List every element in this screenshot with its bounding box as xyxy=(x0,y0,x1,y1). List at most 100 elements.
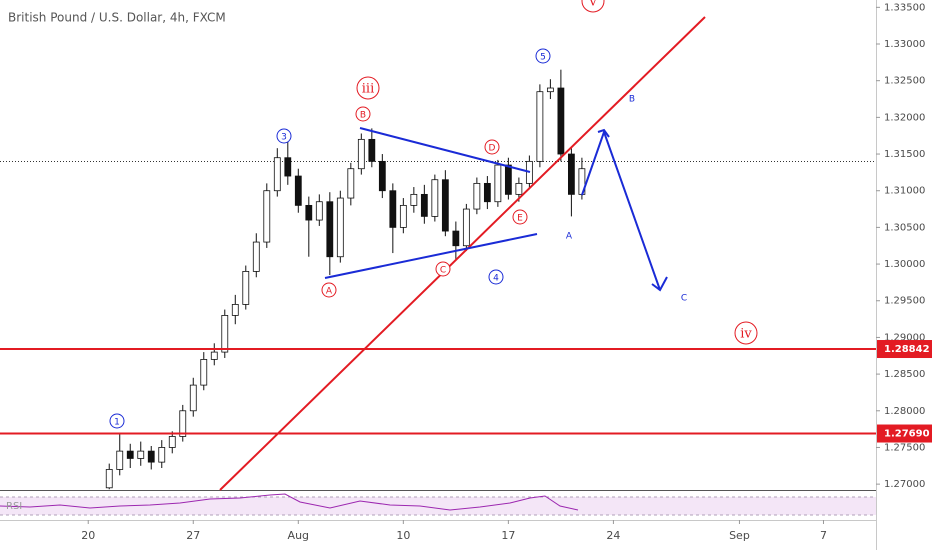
y-tick-label: 1.31000 xyxy=(884,186,925,197)
y-tick-label: 1.31500 xyxy=(884,149,925,160)
y-tick-label: 1.32500 xyxy=(884,76,925,87)
candle-body xyxy=(536,91,544,162)
wave-label: C xyxy=(681,294,687,304)
chart-title: British Pound / U.S. Dollar, 4h, FXCM xyxy=(8,11,226,25)
candle-body xyxy=(483,182,491,203)
candle-body xyxy=(357,138,365,170)
wave-circle xyxy=(355,106,371,122)
x-tick-label: 27 xyxy=(186,529,200,542)
candle-body xyxy=(252,241,260,272)
y-tick-label: 1.32000 xyxy=(884,112,925,123)
candle-body xyxy=(231,304,239,316)
candle-body xyxy=(263,190,271,243)
candle-body xyxy=(105,469,113,489)
level-tag xyxy=(877,424,932,443)
y-tick-label: 1.29000 xyxy=(884,332,925,343)
projection xyxy=(581,128,661,291)
candle-body xyxy=(410,193,418,206)
candle-body xyxy=(189,384,197,412)
y-tick-label: 1.33000 xyxy=(884,39,925,50)
candle-body xyxy=(546,87,554,93)
y-tick-label: 1.28500 xyxy=(884,369,925,380)
candle-body xyxy=(368,138,376,162)
rsi-band xyxy=(0,497,876,515)
wave-label: 3 xyxy=(281,133,287,143)
y-tick-label: 1.30500 xyxy=(884,222,925,233)
rsi-label: RSI xyxy=(6,501,22,512)
level-label: 1.28842 xyxy=(884,344,930,355)
candle-body xyxy=(179,410,187,437)
candle-body xyxy=(294,175,302,206)
wave-label: E xyxy=(517,214,523,224)
candle-body xyxy=(452,230,460,247)
wave-circle xyxy=(435,261,451,277)
wave-label: A xyxy=(326,287,333,297)
wave-circle xyxy=(734,321,758,345)
arrow-head xyxy=(597,128,610,138)
wave-label: iii xyxy=(362,82,374,97)
wave-circle xyxy=(488,269,504,285)
candle-body xyxy=(336,197,344,258)
wave-label: D xyxy=(489,144,496,154)
candle-body xyxy=(515,182,523,195)
candle-body xyxy=(210,351,218,360)
candle-body xyxy=(284,157,292,177)
candle-body xyxy=(399,204,407,228)
arrow-head xyxy=(651,276,668,292)
candle-body xyxy=(567,153,575,195)
x-tick-label: Aug xyxy=(288,529,309,542)
candle-body xyxy=(431,179,439,217)
wave-circle xyxy=(512,209,528,225)
wave-circle xyxy=(484,139,500,155)
candle-body xyxy=(137,450,145,459)
candle-body xyxy=(378,160,386,192)
y-tick-label: 1.33500 xyxy=(884,2,925,13)
y-tick-label: 1.27500 xyxy=(884,442,925,453)
y-tick-label: 1.27000 xyxy=(884,479,925,490)
candle-body xyxy=(441,179,449,232)
wave-label: B xyxy=(629,95,635,105)
x-tick-label: 20 xyxy=(81,529,95,542)
candle-body xyxy=(200,359,208,386)
candle-body xyxy=(420,193,428,217)
wave-circle xyxy=(535,48,551,64)
wave-circle xyxy=(321,282,337,298)
candle-body xyxy=(147,450,155,463)
trendline xyxy=(219,16,706,491)
x-tick-label: 17 xyxy=(501,529,515,542)
candle-body xyxy=(273,157,281,192)
candle-body xyxy=(305,204,313,221)
candle-body xyxy=(473,182,481,210)
triangle-lower xyxy=(324,233,538,279)
candle-body xyxy=(462,208,470,247)
x-tick-label: Sep xyxy=(729,529,750,542)
triangle-upper xyxy=(359,127,531,173)
x-tick-label: 7 xyxy=(820,529,827,542)
wave-label: iv xyxy=(740,327,752,342)
x-tick-label: 24 xyxy=(606,529,620,542)
candle-body xyxy=(389,190,397,228)
wave-label: v xyxy=(588,0,597,10)
wave-label: 4 xyxy=(493,274,499,284)
candle-body xyxy=(168,436,176,448)
wave-label: 1 xyxy=(114,418,120,428)
wave-circle xyxy=(581,0,605,13)
wave-label: A xyxy=(566,232,573,242)
x-tick-label: 10 xyxy=(396,529,410,542)
candle-body xyxy=(158,447,166,463)
wave-label: B xyxy=(360,111,366,121)
candle-body xyxy=(221,315,229,353)
candle-body xyxy=(242,271,250,305)
y-tick-label: 1.29500 xyxy=(884,296,925,307)
candle-body xyxy=(557,87,565,155)
wave-circle xyxy=(109,413,125,429)
candle-body xyxy=(504,164,512,195)
candle-body xyxy=(315,201,323,221)
wave-circle xyxy=(356,76,380,100)
wave-label: C xyxy=(440,266,446,276)
wave-circle xyxy=(276,128,292,144)
level-tag xyxy=(877,340,932,359)
y-tick-label: 1.28000 xyxy=(884,406,925,417)
